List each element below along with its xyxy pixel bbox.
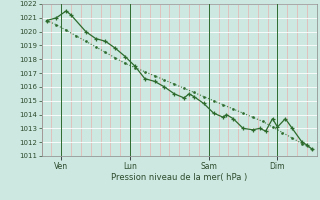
X-axis label: Pression niveau de la mer( hPa ): Pression niveau de la mer( hPa ) — [111, 173, 247, 182]
